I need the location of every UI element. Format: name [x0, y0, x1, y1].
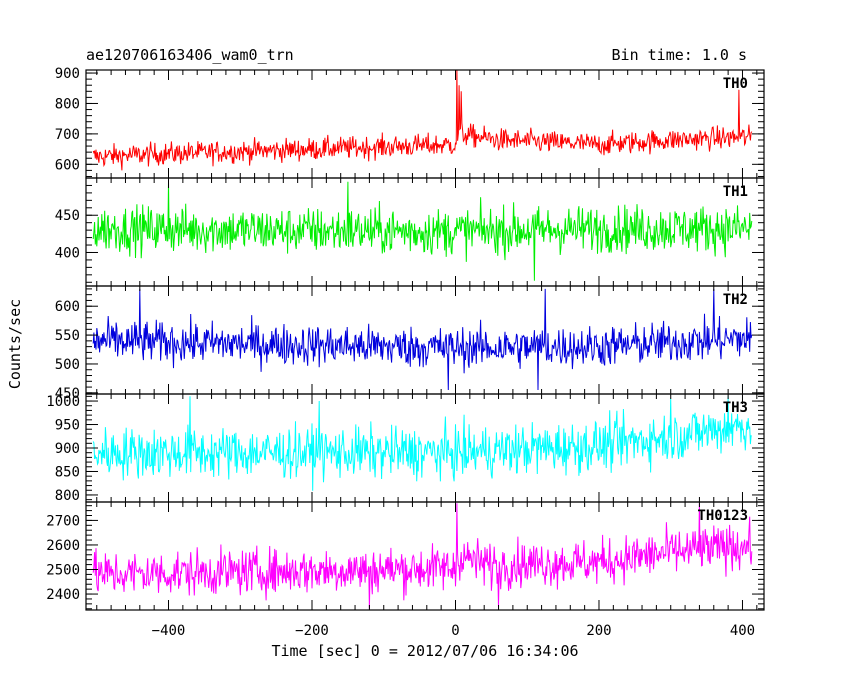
y-tick-label: 800	[55, 488, 80, 504]
panel-label-th3: TH3	[723, 400, 748, 416]
panel-frame	[85, 501, 765, 611]
x-axis-label: Time [sec] 0 = 2012/07/06 16:34:06	[271, 642, 578, 660]
series-th0123-line	[92, 503, 753, 609]
y-tick-label: 450	[55, 208, 80, 224]
x-tick-label: 0	[451, 623, 459, 639]
x-tick-label: −400	[152, 623, 186, 639]
figure-title: ae120706163406_wam0_trn	[86, 46, 294, 64]
y-tick-label: 600	[55, 157, 80, 173]
panels-group: 600 700 800 900 TH0 400 450 TH1 450 500 550 600 TH2 8…	[46, 66, 765, 611]
x-tick-label: 400	[730, 623, 755, 639]
y-tick-label: 800	[55, 96, 80, 112]
y-tick-label: 600	[55, 299, 80, 315]
y-tick-label: 2700	[46, 513, 80, 529]
y-tick-label: 850	[55, 464, 80, 480]
series-th0-line	[92, 70, 753, 171]
panel-th2: 450 500 550 600 TH2	[55, 285, 765, 402]
y-tick-label: 900	[55, 66, 80, 82]
y-tick-label: 2500	[46, 563, 80, 579]
y-tick-label: 2600	[46, 538, 80, 554]
y-tick-label: 1000	[46, 394, 80, 410]
series-th1-line	[92, 181, 753, 281]
bin-time-label: Bin time: 1.0 s	[612, 46, 747, 64]
x-tick-label: −200	[295, 623, 329, 639]
y-tick-label: 950	[55, 418, 80, 434]
x-axis: −400 −200 0 200 400	[152, 623, 755, 639]
panel-label-th0123: TH0123	[697, 508, 748, 524]
y-tick-label: 700	[55, 127, 80, 143]
x-tick-label: 200	[586, 623, 611, 639]
panel-label-th0: TH0	[723, 76, 748, 92]
panel-frame	[85, 69, 765, 179]
series-th3-line	[92, 396, 752, 491]
panel-th1: 400 450 TH1	[55, 177, 765, 287]
y-tick-label: 550	[55, 328, 80, 344]
panel-label-th1: TH1	[723, 184, 748, 200]
panel-th0: 600 700 800 900 TH0	[55, 66, 765, 179]
y-tick-label: 400	[55, 245, 80, 261]
y-tick-label: 2400	[46, 587, 80, 603]
y-tick-label: 900	[55, 441, 80, 457]
panel-label-th2: TH2	[723, 292, 748, 308]
y-axis-label: Counts/sec	[6, 299, 24, 389]
panel-th3: 800 850 900 950 1000 TH3	[46, 393, 765, 504]
panel-th0123: 2400 2500 2600 2700 TH0123	[46, 501, 765, 611]
y-tick-label: 450	[55, 386, 80, 402]
y-tick-label: 500	[55, 357, 80, 373]
series-th2-line	[92, 288, 753, 391]
